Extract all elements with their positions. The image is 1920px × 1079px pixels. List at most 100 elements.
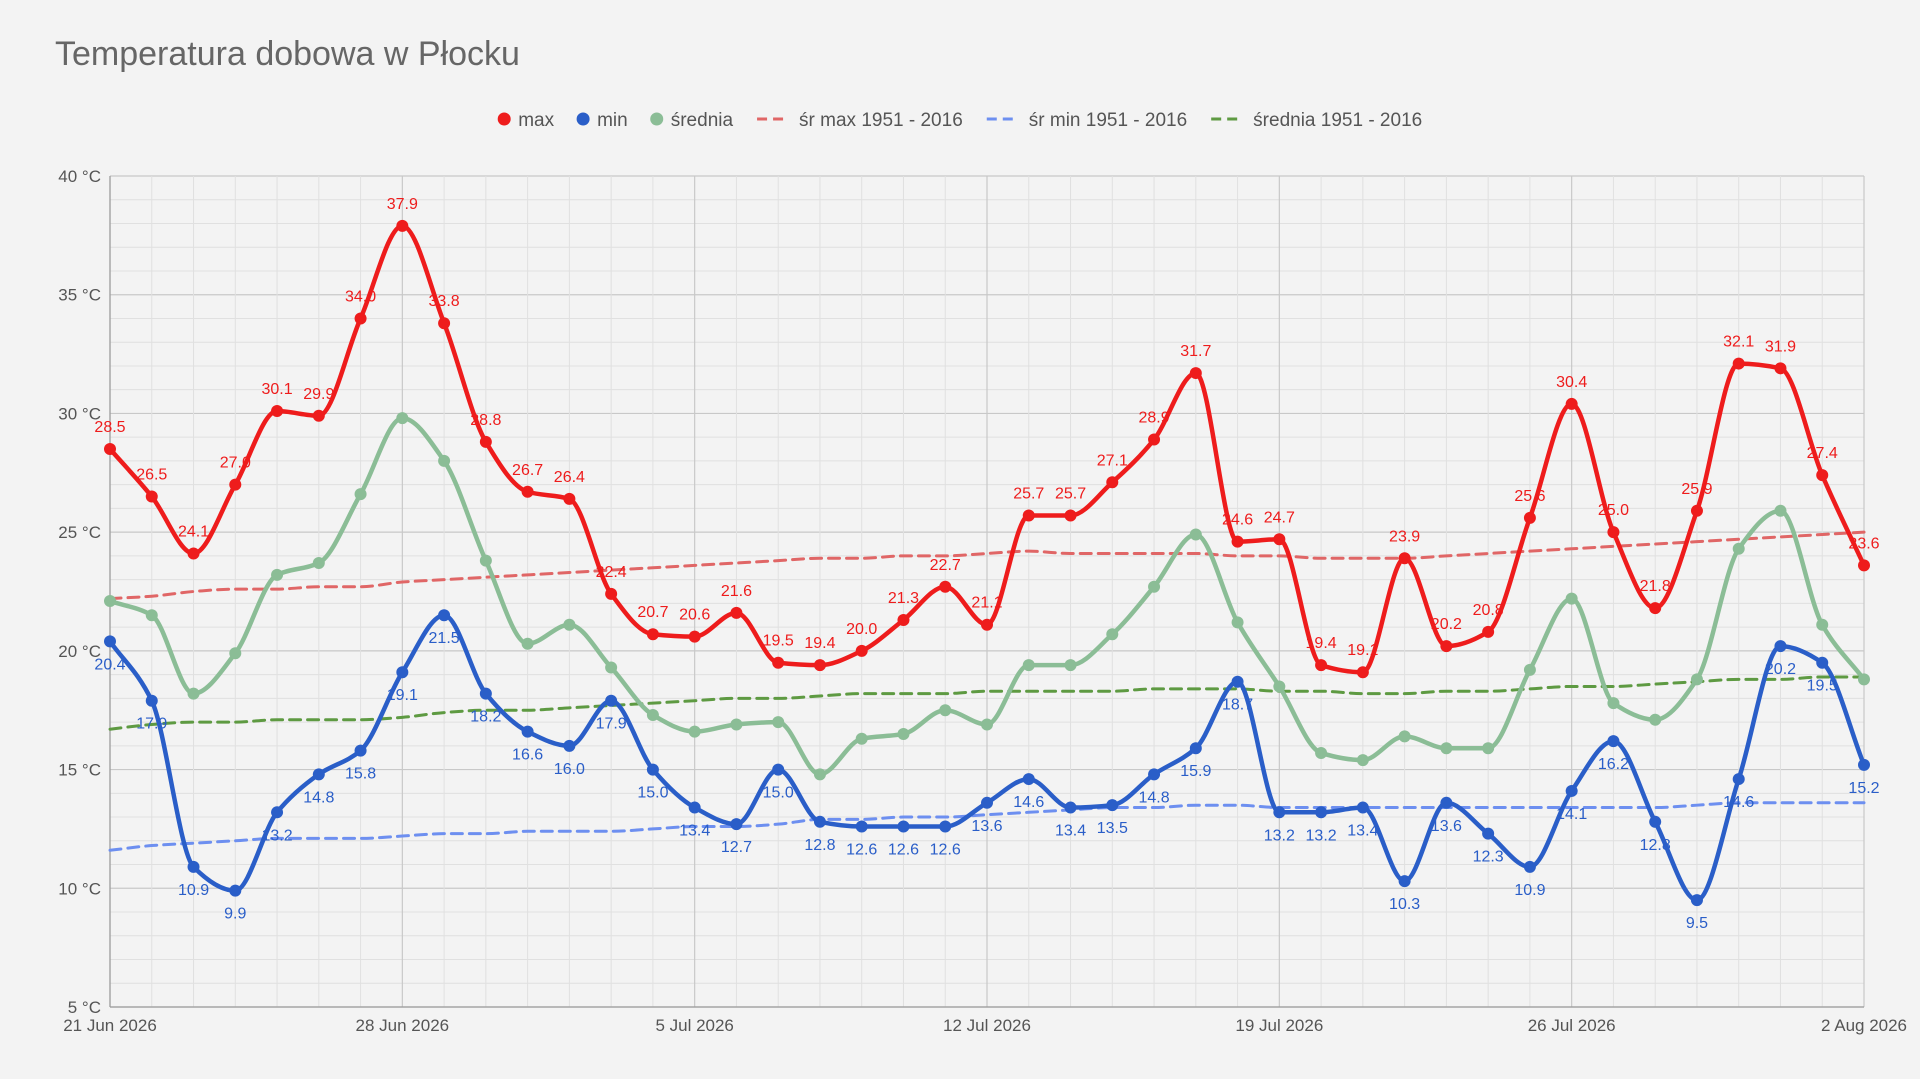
data-label-max: 22.4 [596,564,627,581]
x-tick-label: 21 Jun 2026 [63,1016,157,1035]
data-point-min [688,801,701,814]
data-point-średnia [855,732,868,745]
data-label-min: 15.0 [637,785,668,802]
data-point-max [271,405,284,418]
data-point-średnia [813,768,826,781]
data-label-max: 26.4 [554,469,585,486]
legend-label: śr min 1951 - 2016 [1029,110,1187,131]
axes: 5 °C 10 °C 15 °C 20 °C 25 °C 30 °C 35 °C 40 °C 2… [58,167,1907,1035]
data-point-min [1482,827,1495,840]
data-point-max [396,219,409,232]
data-point-min [813,815,826,828]
series-line-śr-min-1951-2016 [108,801,1866,852]
data-label-min: 13.4 [1055,823,1086,840]
data-label-min: 16.6 [512,747,543,764]
data-point-średnia [688,725,701,738]
data-point-średnia [1064,659,1077,672]
data-point-max [479,435,492,448]
data-point-średnia [396,412,409,425]
data-label-max: 25.7 [1013,486,1044,503]
data-label-min: 9.9 [224,906,246,923]
data-point-min [187,860,200,873]
data-label-min: 15.0 [763,785,794,802]
data-label-min: 16.2 [1598,756,1629,773]
data-point-średnia [1231,616,1244,629]
data-point-min [646,763,659,776]
data-point-max [1022,509,1035,522]
data-point-średnia [1690,673,1703,686]
data-label-max: 19.1 [1347,642,1378,659]
data-point-średnia [1523,663,1536,676]
data-point-max [1398,552,1411,565]
data-label-min: 20.4 [94,656,125,673]
data-label-max: 23.9 [1389,528,1420,545]
data-point-średnia [187,687,200,700]
data-point-średnia [646,708,659,721]
data-label-min: 13.2 [1264,827,1295,844]
data-point-średnia [1356,754,1369,767]
data-label-min: 19.5 [1807,678,1838,695]
data-label-max: 20.6 [679,607,710,624]
data-label-min: 20.2 [1765,661,1796,678]
y-tick-label: 30 °C [58,404,101,423]
y-tick-label: 35 °C [58,286,101,305]
series-labels: 28.5 26.5 24.1 27.0 30.1 29.9 34.0 37.9 33.8 28.8… [94,196,1879,932]
data-label-max: 24.6 [1222,512,1253,529]
data-label-min: 12.8 [804,837,835,854]
data-label-max: 31.9 [1765,338,1796,355]
data-label-max: 26.7 [512,462,543,479]
data-label-max: 20.7 [637,604,668,621]
data-point-max [1356,666,1369,679]
data-point-średnia [1273,680,1286,693]
data-point-min [1231,675,1244,688]
data-point-średnia [1607,697,1620,710]
legend-item-średnia: średnia [650,110,733,131]
data-label-max: 20.2 [1431,616,1462,633]
data-point-max [981,618,993,631]
data-point-min [605,694,618,707]
data-point-max [1565,397,1578,410]
x-tick-label: 28 Jun 2026 [356,1016,450,1035]
data-point-max [229,478,242,491]
data-label-min: 13.4 [679,823,710,840]
data-point-min [1774,640,1787,653]
data-label-max: 25.0 [1598,502,1629,519]
data-point-max [1148,433,1161,446]
data-point-min [1858,758,1870,771]
data-point-średnia [605,661,618,674]
data-point-średnia [1106,628,1119,641]
data-point-średnia [1482,742,1495,755]
data-label-min: 19.1 [387,687,418,704]
data-label-max: 27.4 [1807,445,1838,462]
data-point-średnia [1189,528,1202,541]
data-label-max: 21.3 [888,590,919,607]
data-label-max: 19.4 [804,635,835,652]
legend-label: średnia 1951 - 2016 [1253,110,1422,131]
data-point-max [688,630,701,643]
data-point-min [1440,796,1453,809]
legend-label: max [518,110,554,131]
data-point-średnia [563,618,576,631]
data-point-średnia [104,594,116,607]
data-point-max [1231,535,1244,548]
data-point-max [1440,640,1453,653]
data-point-max [730,606,743,619]
data-point-max [145,490,158,503]
data-label-max: 19.5 [763,633,794,650]
data-label-min: 12.6 [888,842,919,859]
data-point-średnia [1315,746,1328,759]
data-point-max [1523,511,1536,524]
data-point-średnia [145,609,158,622]
data-label-max: 21.1 [971,595,1002,612]
data-point-max [1816,469,1829,482]
data-label-min: 12.8 [1640,837,1671,854]
data-point-min [772,763,785,776]
data-label-min: 9.5 [1686,915,1708,932]
data-point-średnia [521,637,534,650]
data-label-min: 13.6 [971,818,1002,835]
data-label-max: 28.9 [1138,410,1169,427]
data-label-min: 10.3 [1389,896,1420,913]
data-point-max [1858,559,1870,572]
data-point-max [1690,504,1703,517]
